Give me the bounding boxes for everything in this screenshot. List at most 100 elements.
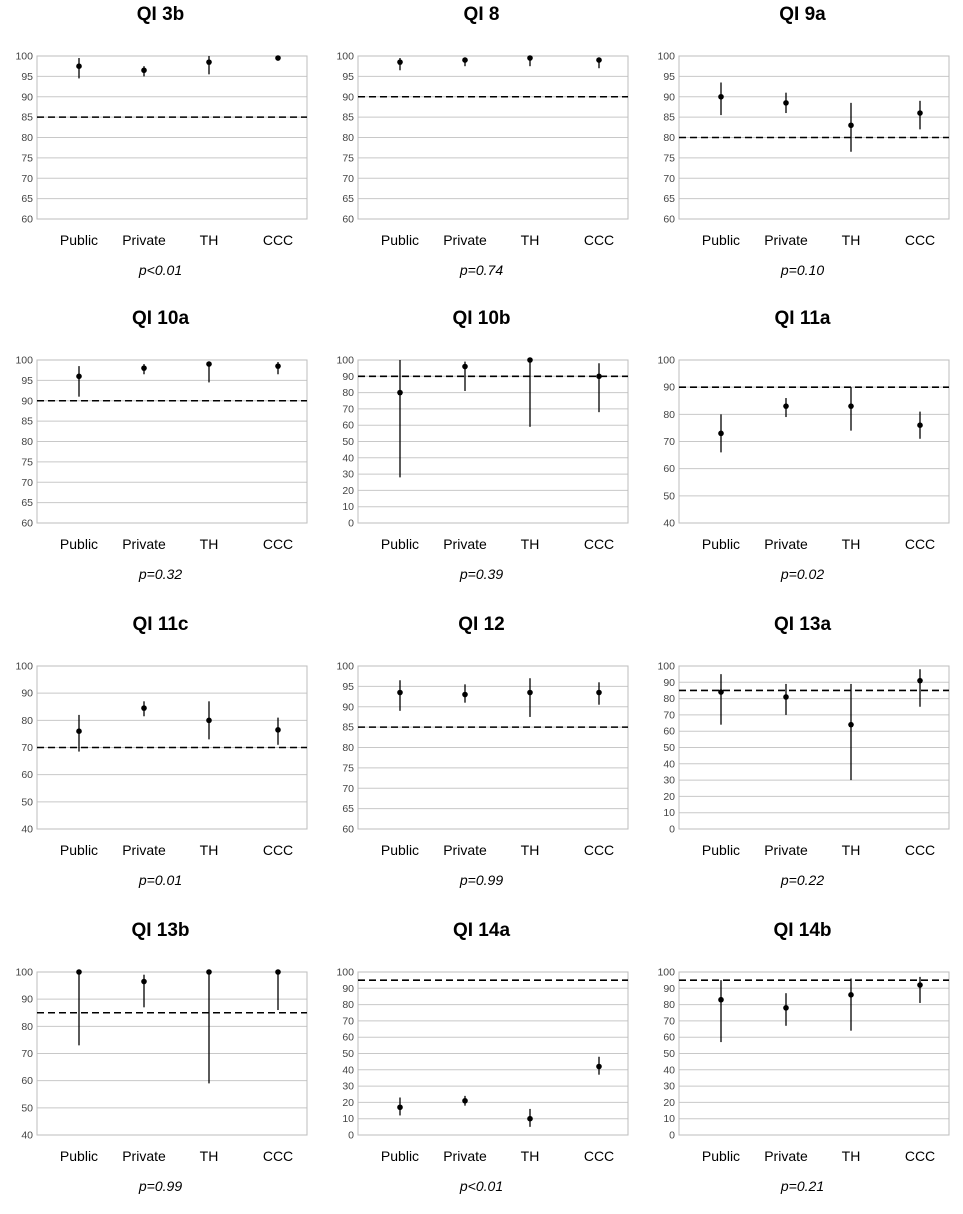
chart-title: QI 8 [463, 4, 500, 25]
chart-svg: 60 65 70 75 80 85 90 95 100 Public Private TH CCC [15, 51, 308, 248]
chart-panel: QI 8 60 65 70 75 80 85 90 95 100 Public Private TH CC… [321, 0, 642, 298]
data-point [141, 365, 147, 371]
x-tick-label: TH [200, 232, 219, 248]
y-tick-label: 85 [21, 112, 33, 124]
x-tick-label: TH [200, 842, 219, 858]
chart-panel: QI 11c 40 50 60 70 80 90 100 Public Private TH CCC p… [0, 610, 321, 908]
y-tick-label: 100 [657, 355, 675, 367]
chart-title: QI 10a [131, 308, 190, 329]
y-tick-label: 40 [663, 518, 675, 530]
y-tick-label: 40 [663, 758, 675, 770]
y-tick-label: 100 [336, 661, 354, 673]
y-tick-label: 75 [342, 152, 354, 164]
chart-panel: QI 13b 40 50 60 70 80 90 100 Public Private TH CCC p… [0, 916, 321, 1214]
chart-panel: QI 14b 0 10 20 30 40 50 60 70 80 90 100 Public Privat… [642, 916, 963, 1214]
data-point [783, 100, 789, 106]
x-tick-label: Private [764, 232, 808, 248]
y-tick-label: 0 [669, 824, 675, 836]
plot-area-border [357, 55, 629, 220]
y-tick-label: 0 [348, 518, 354, 530]
y-tick-label: 70 [21, 477, 33, 489]
y-tick-label: 50 [663, 742, 675, 754]
y-tick-label: 0 [348, 1130, 354, 1142]
chart-title: QI 10b [452, 308, 511, 329]
y-tick-label: 95 [21, 375, 33, 387]
y-tick-label: 60 [342, 824, 354, 836]
x-tick-label: CCC [905, 536, 935, 552]
y-tick-label: 60 [21, 1075, 33, 1087]
chart-title: QI 14b [773, 920, 832, 941]
plot-area-border [36, 359, 308, 524]
data-point [527, 1115, 533, 1122]
x-tick-label: Private [443, 1148, 487, 1164]
y-tick-label: 80 [342, 387, 354, 399]
x-tick-label: TH [521, 1148, 540, 1164]
chart-svg: 40 50 60 70 80 90 100 Public Private TH CCC [15, 967, 308, 1164]
data-point [76, 728, 82, 734]
x-tick-label: Public [381, 842, 419, 858]
y-tick-label: 65 [21, 497, 33, 509]
y-tick-label: 70 [342, 173, 354, 185]
p-value-label: p=0.10 [780, 262, 825, 278]
data-point [462, 363, 468, 370]
p-value-label: p=0.39 [459, 566, 504, 582]
data-point [206, 59, 212, 65]
y-tick-label: 20 [663, 791, 675, 803]
y-tick-label: 20 [342, 485, 354, 497]
x-tick-label: CCC [905, 842, 935, 858]
x-tick-label: Public [381, 232, 419, 248]
chart-svg: 60 65 70 75 80 85 90 95 100 Public Private TH CCC [336, 661, 629, 858]
y-tick-label: 85 [663, 112, 675, 124]
y-tick-label: 60 [342, 1032, 354, 1044]
y-tick-label: 10 [663, 1113, 675, 1125]
p-value-label: p=0.02 [780, 566, 825, 582]
x-tick-label: TH [521, 232, 540, 248]
y-tick-label: 90 [663, 91, 675, 103]
y-tick-label: 50 [663, 1048, 675, 1060]
p-value-label: p=0.21 [780, 1178, 825, 1194]
data-point [718, 689, 724, 695]
p-value-label: p=0.74 [459, 262, 504, 278]
chart-svg: 0 10 20 30 40 50 60 70 80 90 100 Public Private TH CCC [336, 355, 629, 552]
y-tick-label: 95 [342, 71, 354, 83]
data-point [397, 1104, 403, 1111]
data-point [206, 969, 212, 975]
x-tick-label: Private [764, 1148, 808, 1164]
data-point [76, 969, 82, 975]
x-tick-label: Private [122, 1148, 166, 1164]
y-tick-label: 20 [663, 1097, 675, 1109]
chart-panel: QI 12 60 65 70 75 80 85 90 95 100 Public Private TH C… [321, 610, 642, 908]
x-tick-label: CCC [584, 1148, 614, 1164]
data-point [596, 373, 602, 380]
plot-area-border [357, 971, 629, 1136]
chart-panel: QI 10a 60 65 70 75 80 85 90 95 100 Public Private TH… [0, 304, 321, 602]
chart-title: QI 9a [779, 4, 826, 25]
x-tick-label: CCC [584, 232, 614, 248]
data-point [275, 969, 281, 975]
data-point [206, 361, 212, 367]
x-tick-label: Private [122, 232, 166, 248]
x-tick-label: Private [443, 536, 487, 552]
y-tick-label: 30 [342, 469, 354, 481]
x-tick-label: Private [764, 536, 808, 552]
y-tick-label: 80 [342, 132, 354, 144]
data-point [917, 982, 923, 988]
data-point [141, 705, 147, 711]
data-point [527, 357, 533, 363]
data-point [462, 1097, 468, 1104]
y-tick-label: 70 [663, 436, 675, 448]
y-tick-label: 100 [15, 51, 33, 63]
data-point [848, 122, 854, 129]
data-point [596, 689, 602, 696]
x-tick-label: TH [521, 842, 540, 858]
chart-title: QI 11a [774, 308, 831, 329]
chart-panel: QI 11a 40 50 60 70 80 90 100 Public Private TH CCC p… [642, 304, 963, 602]
y-tick-label: 50 [342, 436, 354, 448]
chart-svg: 60 65 70 75 80 85 90 95 100 Public Private TH CCC [336, 51, 629, 248]
y-tick-label: 30 [663, 1081, 675, 1093]
plot-area-border [678, 665, 950, 830]
plot-area-border [678, 359, 950, 524]
y-tick-label: 65 [21, 193, 33, 205]
y-tick-label: 80 [663, 693, 675, 705]
y-tick-label: 90 [342, 91, 354, 103]
